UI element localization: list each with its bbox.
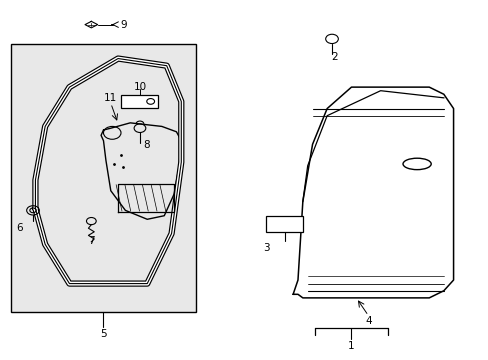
Text: 2: 2 <box>330 52 337 62</box>
Text: 3: 3 <box>263 243 269 253</box>
Text: 9: 9 <box>120 19 126 30</box>
Text: 11: 11 <box>104 93 117 103</box>
Bar <box>121 95 158 108</box>
Bar <box>266 216 302 232</box>
Text: 7: 7 <box>88 236 95 246</box>
Bar <box>11 44 196 312</box>
Text: 6: 6 <box>17 223 23 233</box>
Text: 5: 5 <box>100 329 106 339</box>
Text: 10: 10 <box>133 82 146 92</box>
Text: 1: 1 <box>347 341 354 351</box>
Text: 4: 4 <box>365 316 371 326</box>
Text: 8: 8 <box>142 140 149 150</box>
